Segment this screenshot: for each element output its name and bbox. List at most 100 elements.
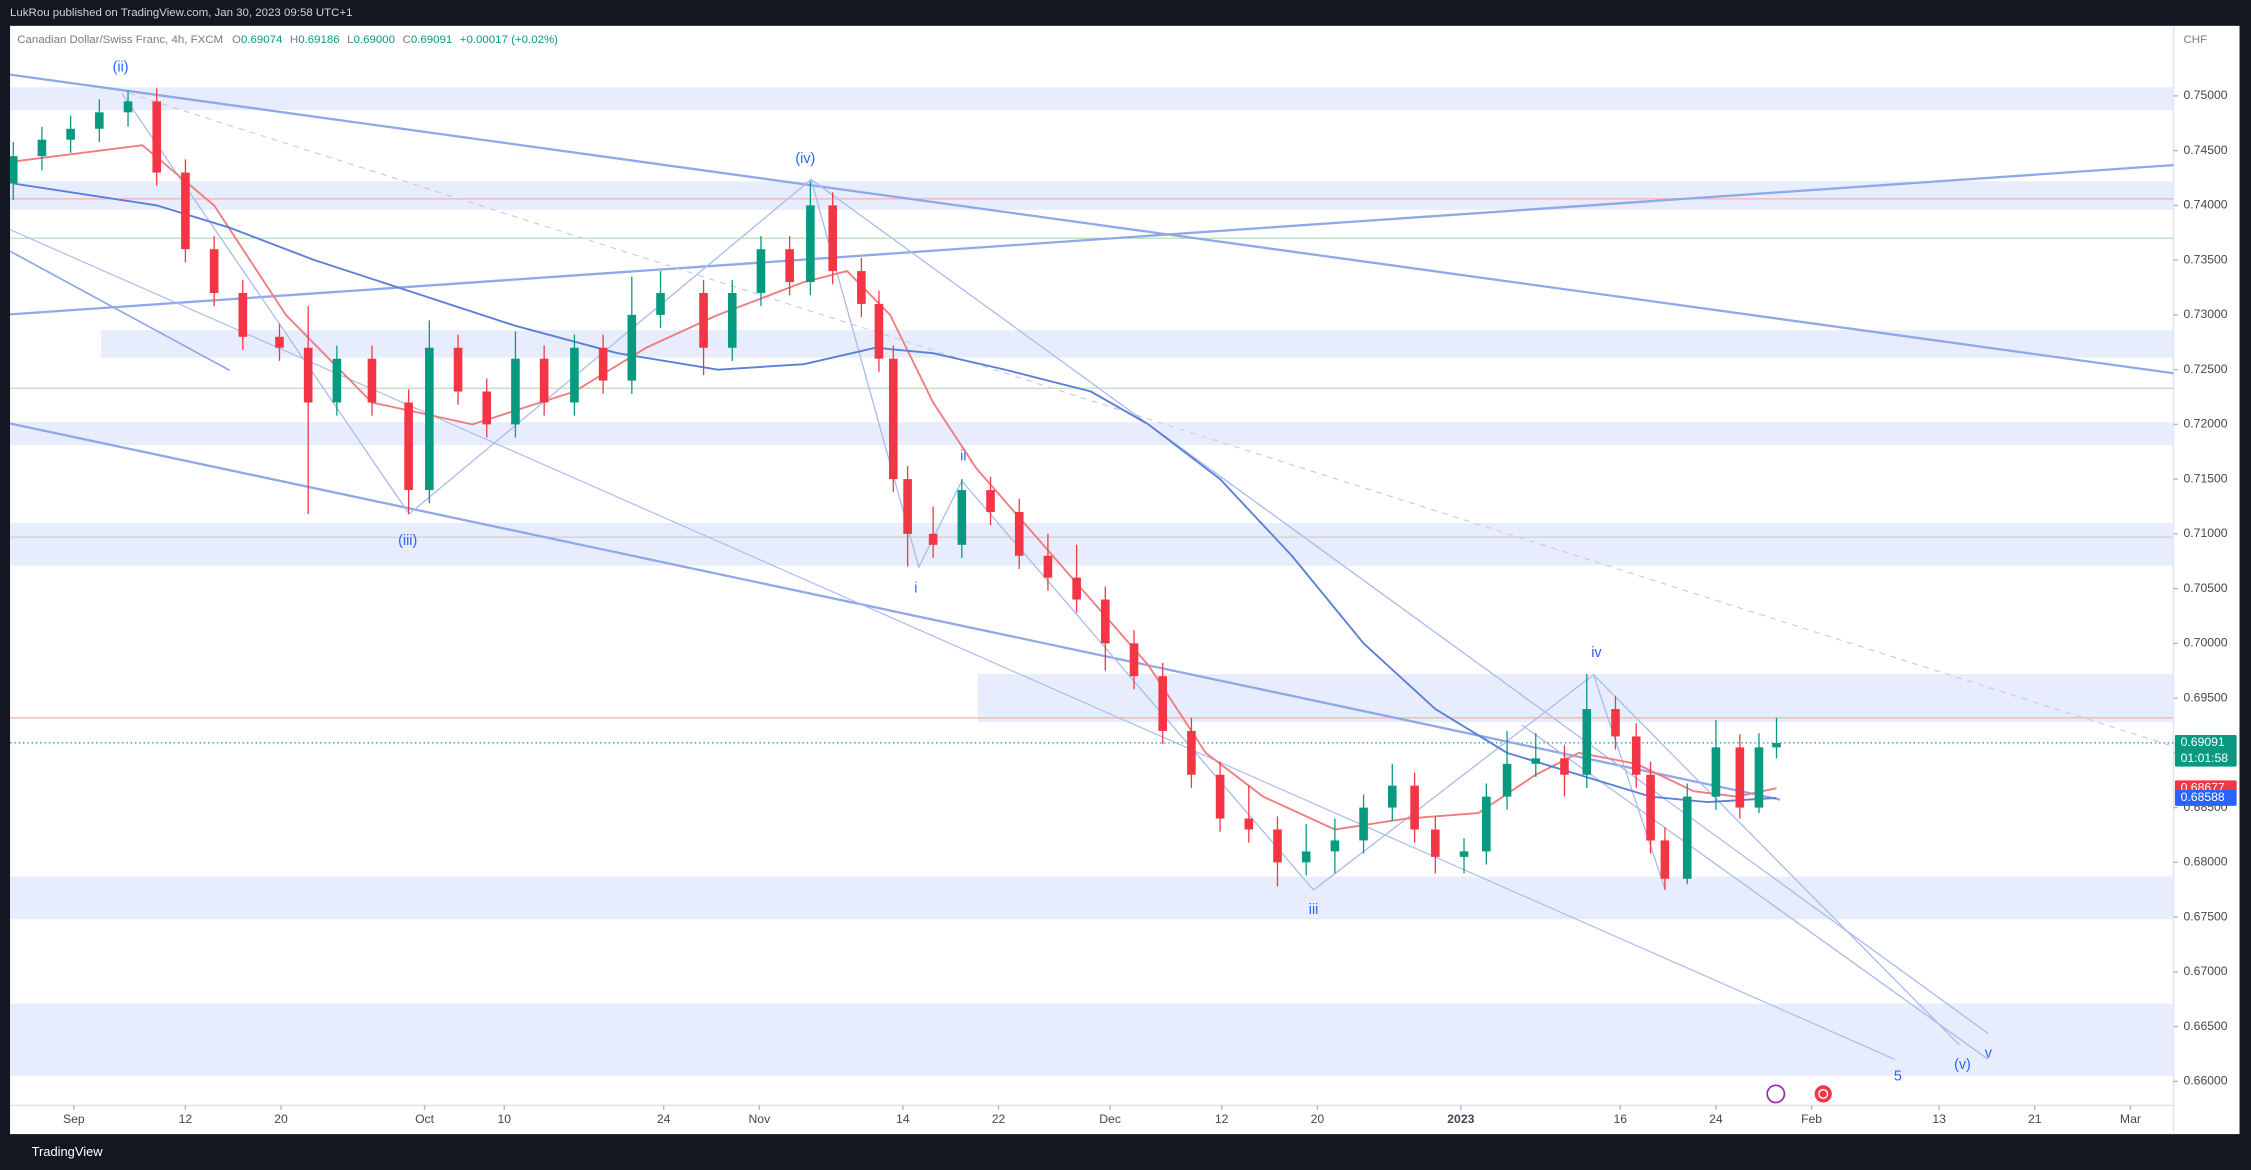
candle-body: [1129, 643, 1139, 677]
candle-body: [332, 358, 342, 403]
candle-body: [367, 358, 377, 403]
candle-body: [857, 271, 866, 304]
y-tick-label: 0.69500: [2184, 690, 2228, 704]
candle-body: [1711, 747, 1721, 797]
candle-body: [1502, 763, 1512, 797]
wave-label: v: [1985, 1046, 1993, 1062]
candle-body: [425, 347, 434, 491]
x-tick-label: Nov: [749, 1112, 772, 1126]
wave-label: (iii): [398, 533, 417, 549]
candle-body: [888, 358, 898, 480]
y-tick-label: 0.72000: [2184, 417, 2228, 431]
candle-body: [209, 249, 219, 293]
x-tick-label: 20: [274, 1112, 288, 1126]
candle-body: [1560, 758, 1569, 775]
trend-line: [10, 229, 1896, 1060]
candle-body: [828, 205, 838, 272]
currency: CHF: [2184, 34, 2208, 46]
candle-body: [511, 358, 520, 425]
wave-label: (iv): [795, 151, 815, 167]
zone: [100, 330, 2174, 358]
x-tick-label: 14: [896, 1112, 910, 1126]
candle-body: [1582, 709, 1592, 775]
ohlc-label: O: [232, 34, 241, 46]
y-tick-label: 0.70500: [2184, 581, 2228, 595]
candle-body: [404, 402, 413, 491]
x-tick-label: 10: [497, 1112, 511, 1126]
x-tick-label: 24: [657, 1112, 671, 1126]
y-tick-label: 0.67500: [2184, 909, 2228, 923]
candle-body: [1043, 555, 1053, 578]
x-tick-label: 12: [1215, 1112, 1229, 1126]
candle-body: [756, 249, 766, 293]
candle-body: [806, 205, 815, 283]
x-tick-label: 12: [179, 1112, 193, 1126]
candle-body: [1359, 807, 1368, 841]
candle-body: [1482, 796, 1491, 852]
y-tick-label: 0.71000: [2184, 526, 2228, 540]
candle-body: [699, 292, 708, 348]
candle-body: [903, 479, 912, 534]
chart-area: [10, 25, 2240, 1135]
candle-body: [986, 490, 995, 512]
candle-body: [1101, 599, 1110, 644]
trend-line: [10, 163, 2174, 316]
candle-body: [181, 172, 190, 250]
wave-label: (v): [1954, 1057, 1971, 1073]
wave-target: [1593, 674, 1961, 1046]
candle-body: [598, 347, 608, 381]
y-tick-label: 0.67000: [2184, 964, 2228, 978]
legend: Canadian Dollar/Swiss Franc, 4h, FXCM O0…: [17, 34, 558, 46]
x-tick-label: 24: [1709, 1112, 1723, 1126]
candle-body: [1431, 829, 1440, 857]
event-icon[interactable]: [1814, 1085, 1832, 1103]
x-tick-label: Sep: [63, 1112, 85, 1126]
candle-body: [1215, 774, 1225, 819]
x-tick-label: Oct: [415, 1112, 435, 1126]
ohlc-value: 0.69074: [241, 34, 283, 46]
y-tick-label: 0.66500: [2184, 1019, 2228, 1033]
candle-body: [1387, 785, 1397, 808]
zone: [10, 422, 2174, 446]
y-tick-label: 0.66000: [2184, 1074, 2228, 1088]
moving-average: [13, 144, 1777, 831]
ohlc-label: L: [347, 34, 353, 46]
x-tick-label: 21: [2028, 1112, 2042, 1126]
zone: [10, 522, 2174, 566]
y-tick-label: 0.70000: [2184, 636, 2228, 650]
candle-body: [627, 314, 637, 381]
candle-body: [1301, 851, 1311, 863]
candle-body: [928, 533, 938, 545]
candle-body: [1735, 747, 1745, 808]
candle-body: [123, 101, 133, 113]
price-badge-label: 0.69091: [2181, 735, 2225, 749]
candle-body: [238, 292, 248, 337]
y-tick-label: 0.71500: [2184, 471, 2228, 485]
candle-body: [1660, 840, 1670, 879]
candle-body: [1244, 818, 1254, 830]
price-badge: [2174, 790, 2237, 806]
y-tick-label: 0.74000: [2184, 198, 2228, 212]
zones: [10, 87, 2174, 1076]
ohlc-value: 0.69000: [354, 34, 395, 46]
zone: [977, 674, 2174, 723]
candle-body: [1014, 511, 1024, 556]
symbol: Canadian Dollar/Swiss Franc, 4h, FXCM: [17, 34, 223, 46]
trend-line: [10, 250, 231, 372]
candle-body: [1772, 742, 1781, 748]
event-icon[interactable]: [1766, 1084, 1786, 1104]
time-axis: Sep 12 20 Oct 10 24 Nov 14 22 Dec 12 20 2023 16 24 Feb 1…: [63, 1105, 2141, 1126]
candle-body: [303, 347, 313, 403]
candle-body: [570, 347, 579, 403]
y-tick-label: 0.75000: [2184, 88, 2228, 102]
zone: [10, 181, 2174, 210]
x-tick-label: 16: [1613, 1112, 1627, 1126]
candle-body: [874, 303, 884, 359]
candle-body: [1158, 676, 1168, 731]
ohlc-label: C: [403, 34, 411, 46]
wave-path: [121, 92, 1666, 891]
candle-body: [1646, 774, 1655, 841]
